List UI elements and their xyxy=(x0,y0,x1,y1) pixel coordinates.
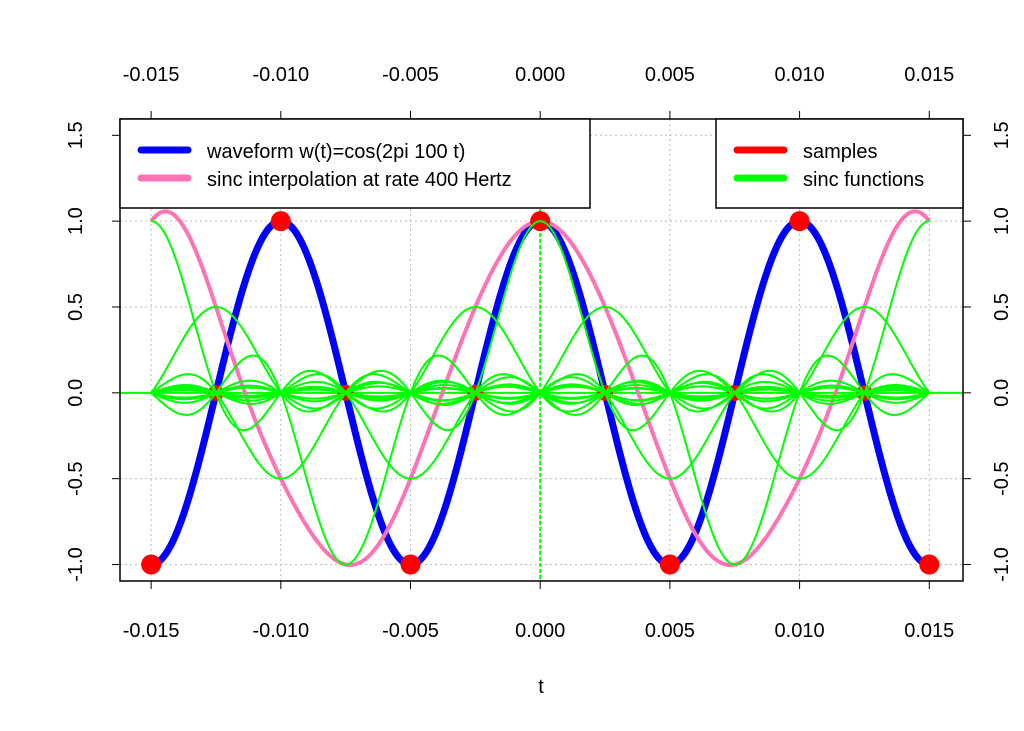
sample-point xyxy=(270,211,291,232)
legend-right: samples sinc functions xyxy=(715,118,964,209)
sample-point xyxy=(141,554,162,575)
y-tick-label-left: -1.0 xyxy=(65,547,87,581)
x-tick-label-bottom: 0.000 xyxy=(515,620,565,642)
y-tick-label-left: 0.5 xyxy=(65,293,87,321)
x-tick-label-top: 0.015 xyxy=(904,64,954,86)
legend-label-sinc: sinc functions xyxy=(803,169,924,191)
sinc-function-line xyxy=(150,220,930,432)
x-tick-label-top: -0.015 xyxy=(123,64,180,86)
legend-left-box xyxy=(119,118,591,209)
sample-point xyxy=(919,554,940,575)
x-axis-label: t xyxy=(538,676,544,698)
y-tick-label-left: 0.0 xyxy=(65,379,87,407)
y-tick-label-right: 1.5 xyxy=(991,121,1013,149)
x-tick-label-top: 0.005 xyxy=(645,64,695,86)
sample-point xyxy=(789,211,810,232)
sample-point xyxy=(659,554,680,575)
legend-right-box xyxy=(715,118,964,209)
legend-label-waveform: waveform w(t)=cos(2pi 100 t) xyxy=(206,141,465,163)
y-tick-label-left: 1.5 xyxy=(65,121,87,149)
legend-label-interpolation: sinc interpolation at rate 400 Hertz xyxy=(207,169,512,191)
x-tick-label-top: 0.000 xyxy=(515,64,565,86)
x-tick-label-top: -0.005 xyxy=(382,64,439,86)
y-tick-label-right: -0.5 xyxy=(991,461,1013,495)
axes: -0.015-0.015-0.010-0.010-0.005-0.0050.00… xyxy=(65,64,1013,642)
y-tick-label-right: 0.5 xyxy=(991,293,1013,321)
y-tick-label-right: 0.0 xyxy=(991,379,1013,407)
legend-left: waveform w(t)=cos(2pi 100 t) sinc interp… xyxy=(119,118,591,209)
sinc-curves xyxy=(150,220,931,566)
x-tick-label-bottom: 0.005 xyxy=(645,620,695,642)
x-tick-label-bottom: -0.005 xyxy=(382,620,439,642)
x-tick-label-bottom: 0.010 xyxy=(775,620,825,642)
y-tick-label-left: 1.0 xyxy=(65,207,87,235)
x-tick-label-bottom: -0.015 xyxy=(123,620,180,642)
x-tick-label-top: 0.010 xyxy=(775,64,825,86)
y-tick-label-right: 1.0 xyxy=(991,207,1013,235)
sample-point xyxy=(400,554,421,575)
x-tick-label-top: -0.010 xyxy=(252,64,309,86)
legend-label-samples: samples xyxy=(803,141,877,163)
y-tick-label-right: -1.0 xyxy=(991,547,1013,581)
y-tick-label-left: -0.5 xyxy=(65,461,87,495)
x-tick-label-bottom: 0.015 xyxy=(904,620,954,642)
x-tick-label-bottom: -0.010 xyxy=(252,620,309,642)
